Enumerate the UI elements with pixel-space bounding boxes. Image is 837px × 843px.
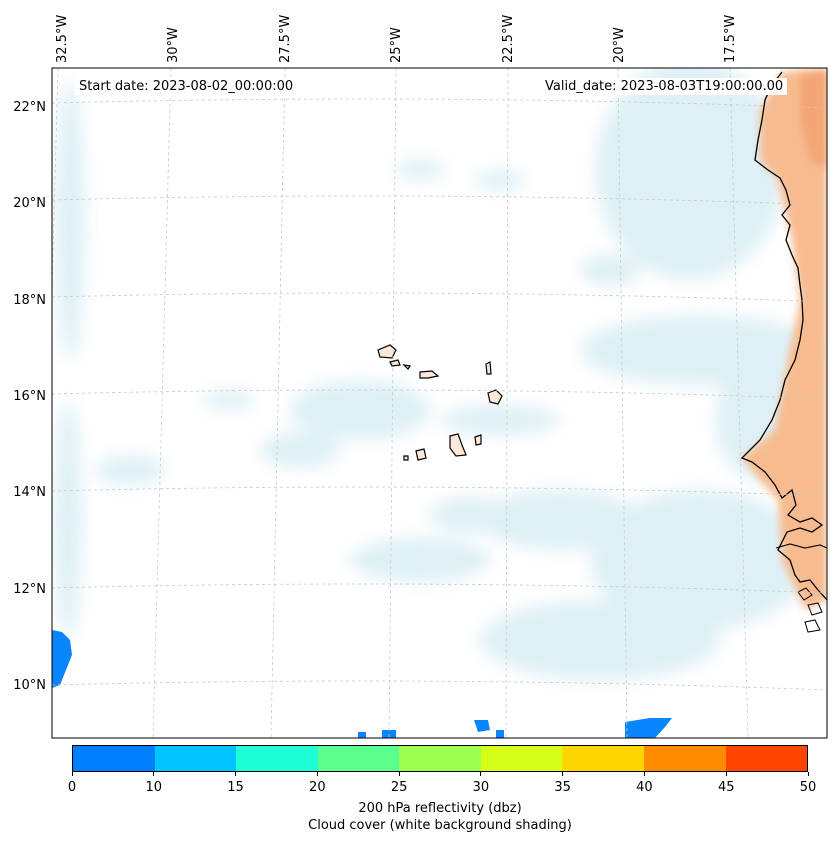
graticule <box>52 68 827 738</box>
meridian-25w <box>388 68 397 738</box>
reflectivity-cell-south-1 <box>358 732 366 738</box>
map-frame <box>51 67 828 739</box>
reflectivity-cells <box>52 630 672 738</box>
parallel-20n <box>52 195 827 206</box>
reflectivity-cell-south-4 <box>496 730 504 738</box>
boa-vista-island <box>487 389 503 405</box>
santiago-island <box>449 433 467 457</box>
parallel-14n <box>52 486 827 497</box>
reflectivity-cell-south-5 <box>625 718 672 738</box>
colorbar-label: 200 hPa reflectivity (dbz) <box>358 801 522 816</box>
lat-label-10n: 10°N <box>13 678 46 693</box>
africa-land-shading <box>742 68 827 610</box>
lat-label-16n: 16°N <box>13 389 46 404</box>
lat-label-20n: 20°N <box>13 196 46 211</box>
colorbar-sublabel: Cloud cover (white background shading) <box>308 818 572 833</box>
colorbar-tick-label: 45 <box>717 780 735 795</box>
lat-label-22n: 22°N <box>13 100 46 115</box>
reflectivity-cell-south-3 <box>474 720 490 732</box>
lon-label-25w: 25°W <box>389 27 404 63</box>
lon-label-27-5w: 27.5°W <box>278 15 293 63</box>
colorbar-tick-mark <box>235 772 237 776</box>
santa-luzia-island <box>402 364 412 370</box>
parallel-12n <box>52 583 827 594</box>
parallel-16n <box>52 389 827 400</box>
colorbar-swatch <box>73 746 155 771</box>
colorbar-tick-label: 20 <box>309 780 326 795</box>
africa-land-core <box>800 72 827 170</box>
gambia-river-outline <box>775 543 827 549</box>
colorbar-tick-mark <box>153 772 155 776</box>
colorbar-swatch <box>317 746 400 771</box>
sal-island <box>485 361 492 375</box>
meridian-30w <box>152 68 172 738</box>
lon-label-17-5w: 17.5°W <box>723 15 738 63</box>
sao-vicente-island <box>389 359 401 367</box>
lat-label-12n: 12°N <box>13 582 46 597</box>
bijagos-islands-outline <box>797 587 823 633</box>
meridian-27-5w <box>270 68 286 738</box>
cloud-cover-shading <box>54 68 820 680</box>
brava-island <box>403 455 409 461</box>
colorbar-tick-mark <box>562 772 564 776</box>
fogo-island <box>415 448 427 461</box>
colorbar-tick-mark <box>480 772 482 776</box>
colorbar-tick-label: 25 <box>390 780 408 795</box>
lon-label-32-5w: 32.5°W <box>55 15 70 63</box>
colorbar-tick-label: 30 <box>472 780 490 795</box>
colorbar-tick-label: 40 <box>636 780 653 795</box>
colorbar-swatch <box>725 746 808 771</box>
meridian-17-5w <box>729 68 749 738</box>
colorbar-swatch <box>562 746 644 771</box>
lon-label-22-5w: 22.5°W <box>501 15 516 63</box>
colorbar-tick-mark <box>71 772 73 776</box>
lon-label-20w: 20°W <box>612 27 627 63</box>
colorbar-tick-mark <box>725 772 727 776</box>
valid-date-label: Valid_date: 2023-08-03T19:00:00.00 <box>541 78 788 95</box>
colorbar-tick-mark <box>643 772 645 776</box>
reflectivity-cell-west <box>52 630 72 688</box>
parallel-18n <box>52 292 827 303</box>
colorbar-tick-label: 35 <box>554 780 571 795</box>
parallel-22n <box>52 98 827 109</box>
colorbar-tick-label: 50 <box>799 780 817 795</box>
colorbar-tick-mark <box>316 772 318 776</box>
colorbar-tick-label: 15 <box>227 780 244 795</box>
lat-label-14n: 14°N <box>13 485 46 500</box>
colorbar-tick-label: 10 <box>145 780 163 795</box>
maio-island <box>474 434 482 446</box>
santo-antao-island <box>377 344 397 359</box>
sao-nicolau-island <box>419 370 440 379</box>
lat-label-18n: 18°N <box>13 293 46 308</box>
colorbar-swatch <box>399 746 481 771</box>
colorbar-tick-mark <box>807 772 809 776</box>
parallel-10n <box>52 680 827 691</box>
meridian-20w <box>617 68 628 738</box>
colorbar-swatch <box>480 746 563 771</box>
colorbar-swatch <box>236 746 318 771</box>
cabo-verde-islands <box>377 344 503 461</box>
meridian-22-5w <box>505 68 509 738</box>
colorbar-tick-mark <box>398 772 400 776</box>
colorbar-swatch <box>643 746 726 771</box>
colorbar-tick-label: 0 <box>67 780 77 795</box>
lon-label-30w: 30°W <box>166 27 181 63</box>
africa-coastline <box>740 71 827 601</box>
start-date-label: Start date: 2023-08-02_00:00:00 <box>75 78 298 95</box>
colorbar-swatch <box>154 746 237 771</box>
reflectivity-colorbar <box>72 745 808 772</box>
